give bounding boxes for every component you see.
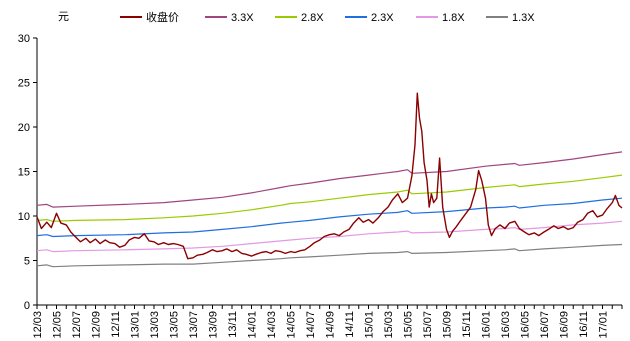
x-tick-label: 14/11	[344, 311, 356, 338]
y-axis-unit-label: 元	[58, 11, 69, 23]
x-tick-label: 16/01	[481, 311, 493, 339]
y-axis: 0 5 10 15 20 25 30	[18, 33, 38, 312]
legend-label-3-3X: 3.3X	[231, 12, 254, 24]
series-line-1-3X	[36, 243, 623, 268]
series-layer	[36, 92, 623, 268]
x-tick-label: 12/09	[91, 311, 103, 339]
y-tick-label: 20	[18, 122, 30, 134]
x-tick-label: 14/05	[286, 311, 298, 339]
x-tick-label: 15/11	[461, 311, 473, 338]
legend-label-close-price: 收盘价	[146, 10, 179, 24]
x-axis: 12/03 12/05 12/07 12/09 12/11 13/01 13/03 13/05…	[32, 304, 623, 339]
x-tick-label: 15/01	[364, 311, 376, 339]
x-tick-label: 13/09	[208, 311, 220, 339]
legend-label-2-3X: 2.3X	[371, 12, 394, 24]
x-tick-label: 16/11	[578, 311, 590, 338]
x-tick-label: 13/01	[130, 311, 142, 339]
x-tick-label: 12/03	[32, 311, 44, 339]
x-tick-label: 15/03	[383, 311, 395, 339]
series-line-1-8X	[36, 220, 623, 253]
x-tick-label: 13/07	[188, 311, 200, 339]
legend: 收盘价 3.3X 2.8X 2.3X 1.8X 1.3X	[120, 10, 535, 24]
series-line-3-3X	[36, 151, 623, 208]
series-line-2-8X	[36, 174, 623, 222]
y-tick-label: 15	[18, 167, 30, 179]
x-tick-label: 12/05	[52, 311, 64, 339]
x-tick-label: 13/11	[227, 311, 239, 338]
y-tick-label: 10	[18, 211, 30, 223]
x-tick-label: 14/03	[266, 311, 278, 339]
y-tick-label: 25	[18, 78, 30, 90]
x-tick-label: 17/01	[598, 311, 610, 339]
y-tick-label: 5	[24, 256, 30, 268]
x-tick-label: 15/05	[403, 311, 415, 339]
x-tick-label: 13/03	[149, 311, 161, 339]
x-tick-label: 16/05	[520, 311, 532, 339]
x-tick-label: 14/09	[325, 311, 337, 339]
x-tick-label: 16/09	[559, 311, 571, 339]
x-tick-label: 16/07	[539, 311, 551, 339]
legend-label-1-3X: 1.3X	[512, 12, 535, 24]
legend-label-2-8X: 2.8X	[301, 12, 324, 24]
x-tick-label: 16/03	[500, 311, 512, 339]
series-line-2-3X	[36, 197, 623, 238]
series-line-close-price	[36, 92, 623, 260]
legend-label-1-8X: 1.8X	[442, 12, 465, 24]
x-tick-label: 14/01	[247, 311, 259, 339]
x-tick-label: 12/11	[110, 311, 122, 338]
x-tick-label: 15/07	[422, 311, 434, 339]
x-tick-label: 14/07	[305, 311, 317, 339]
y-tick-label: 0	[24, 300, 30, 312]
x-tick-label: 15/09	[442, 311, 454, 339]
x-tick-label: 12/07	[71, 311, 83, 339]
x-tick-label: 13/05	[169, 311, 181, 339]
y-tick-label: 30	[18, 33, 30, 45]
